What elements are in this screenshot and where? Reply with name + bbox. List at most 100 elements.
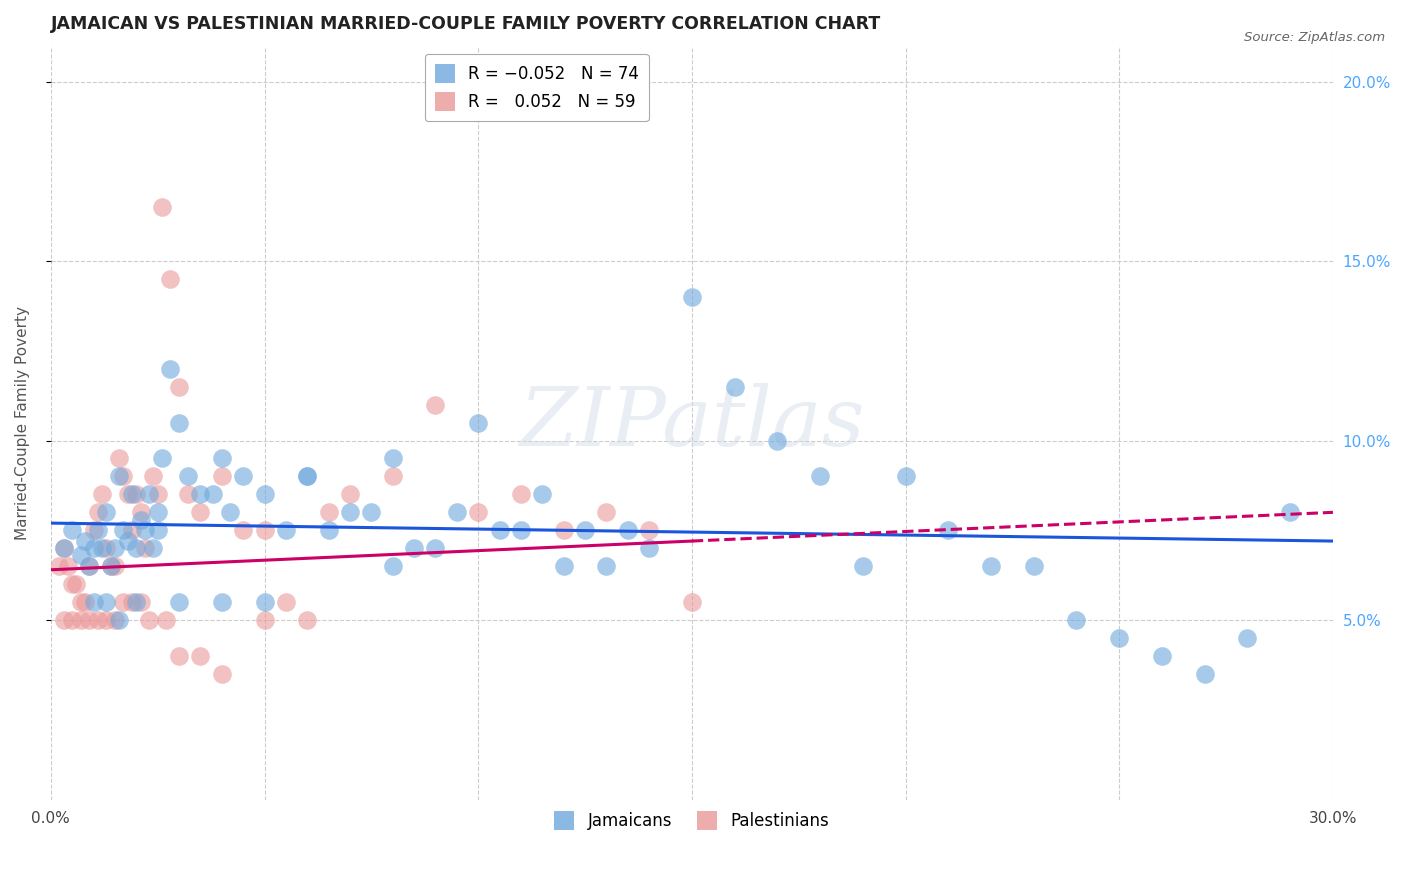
Point — [202, 487, 225, 501]
Point — [112, 523, 135, 537]
Point — [1194, 666, 1216, 681]
Point — [138, 613, 160, 627]
Point — [91, 541, 114, 556]
Point — [1279, 505, 1302, 519]
Point — [112, 595, 135, 609]
Point — [595, 505, 617, 519]
Point — [219, 505, 242, 519]
Point — [1066, 613, 1088, 627]
Point — [425, 398, 447, 412]
Point — [83, 523, 105, 537]
Point — [121, 487, 143, 501]
Point — [129, 505, 152, 519]
Point — [129, 595, 152, 609]
Point — [531, 487, 554, 501]
Point — [104, 613, 127, 627]
Point — [318, 523, 340, 537]
Point — [723, 380, 745, 394]
Point — [253, 595, 276, 609]
Point — [73, 595, 96, 609]
Point — [638, 541, 661, 556]
Point — [142, 469, 165, 483]
Point — [83, 541, 105, 556]
Point — [134, 541, 156, 556]
Point — [980, 559, 1002, 574]
Point — [159, 361, 181, 376]
Point — [190, 487, 212, 501]
Point — [211, 469, 233, 483]
Point — [404, 541, 426, 556]
Point — [1022, 559, 1045, 574]
Point — [69, 549, 91, 563]
Point — [808, 469, 831, 483]
Point — [425, 541, 447, 556]
Point — [253, 523, 276, 537]
Point — [167, 648, 190, 663]
Point — [65, 577, 87, 591]
Point — [69, 613, 91, 627]
Point — [936, 523, 959, 537]
Point — [211, 451, 233, 466]
Point — [167, 416, 190, 430]
Point — [56, 559, 79, 574]
Point — [467, 505, 489, 519]
Point — [100, 559, 122, 574]
Point — [134, 523, 156, 537]
Text: Source: ZipAtlas.com: Source: ZipAtlas.com — [1244, 31, 1385, 45]
Point — [125, 595, 148, 609]
Point — [48, 559, 70, 574]
Point — [1108, 631, 1130, 645]
Point — [79, 613, 101, 627]
Point — [87, 505, 110, 519]
Point — [381, 559, 404, 574]
Point — [96, 613, 118, 627]
Point — [894, 469, 917, 483]
Point — [253, 487, 276, 501]
Text: ZIPatlas: ZIPatlas — [519, 383, 865, 463]
Point — [852, 559, 875, 574]
Point — [60, 613, 83, 627]
Point — [60, 523, 83, 537]
Point — [488, 523, 510, 537]
Point — [681, 595, 703, 609]
Point — [159, 272, 181, 286]
Point — [79, 559, 101, 574]
Point — [190, 505, 212, 519]
Point — [595, 559, 617, 574]
Point — [104, 559, 127, 574]
Point — [108, 469, 131, 483]
Y-axis label: Married-Couple Family Poverty: Married-Couple Family Poverty — [15, 306, 30, 540]
Point — [167, 380, 190, 394]
Point — [446, 505, 468, 519]
Point — [52, 541, 75, 556]
Point — [681, 290, 703, 304]
Point — [146, 487, 169, 501]
Point — [121, 595, 143, 609]
Point — [104, 541, 127, 556]
Point — [381, 451, 404, 466]
Point — [211, 666, 233, 681]
Point — [155, 613, 177, 627]
Point — [96, 541, 118, 556]
Point — [553, 559, 575, 574]
Point — [553, 523, 575, 537]
Point — [381, 469, 404, 483]
Point — [60, 577, 83, 591]
Point — [274, 595, 297, 609]
Point — [297, 469, 319, 483]
Point — [232, 523, 254, 537]
Text: JAMAICAN VS PALESTINIAN MARRIED-COUPLE FAMILY POVERTY CORRELATION CHART: JAMAICAN VS PALESTINIAN MARRIED-COUPLE F… — [51, 15, 882, 33]
Point — [1236, 631, 1258, 645]
Point — [112, 469, 135, 483]
Point — [142, 541, 165, 556]
Point — [150, 200, 173, 214]
Point — [150, 451, 173, 466]
Point — [96, 595, 118, 609]
Point — [52, 541, 75, 556]
Point — [190, 648, 212, 663]
Point — [176, 469, 198, 483]
Point — [146, 523, 169, 537]
Point — [125, 541, 148, 556]
Point — [87, 523, 110, 537]
Point — [467, 416, 489, 430]
